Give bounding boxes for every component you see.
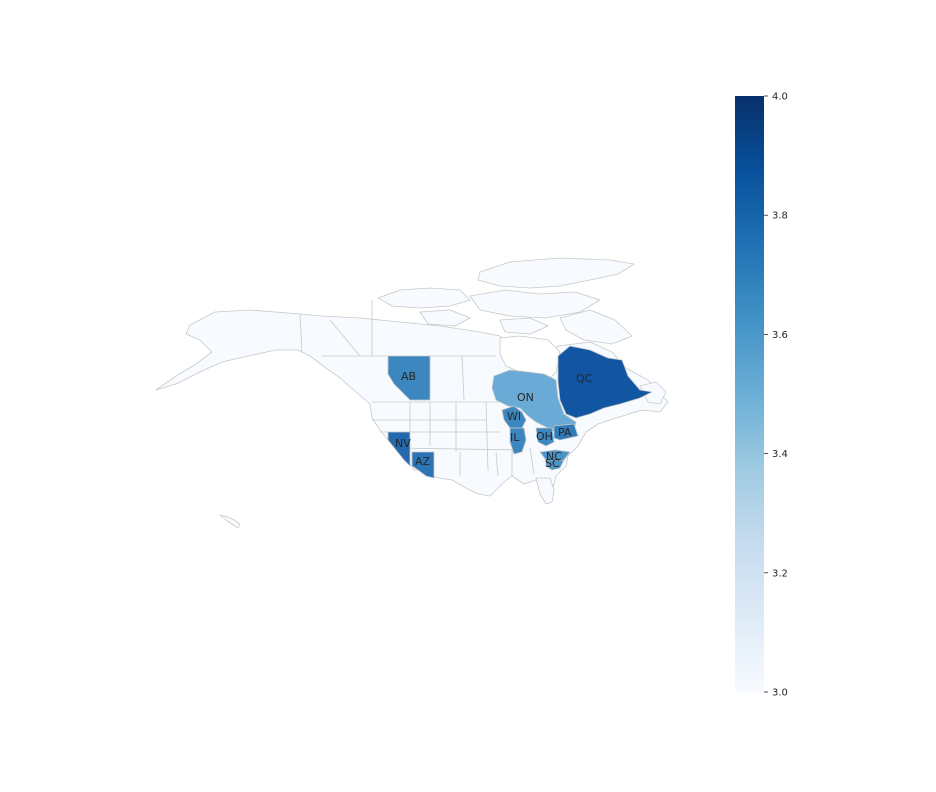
arctic-island [419,309,471,327]
colorbar: 3.0 3.2 3.4 3.6 3.8 4.0 [735,92,788,699]
region-NC[interactable] [539,449,571,461]
region-NV[interactable] [387,431,411,467]
arctic-island [469,289,601,319]
arctic-island [477,257,635,289]
colorbar-tick-label: 3.8 [772,211,788,222]
colorbar-ticks: 3.0 3.2 3.4 3.6 3.8 4.0 [764,92,788,699]
region-label-IL: IL [510,431,520,444]
region-labels: QC ON AB NV AZ WI IL OH PA NC SC [395,370,593,470]
colorbar-tick-label: 4.0 [772,92,788,103]
florida [535,477,555,505]
base-land [155,257,669,529]
colorbar-gradient [735,96,764,692]
region-label-NV: NV [395,437,411,450]
region-IL[interactable] [509,427,527,455]
colorbar-tick-label: 3.4 [772,449,788,460]
region-PA[interactable] [553,423,579,441]
newfoundland [639,381,667,405]
region-label-SC: SC [545,457,560,470]
colorbar-tick-label: 3.0 [772,688,788,699]
region-label-OH: OH [536,430,553,443]
region-SC[interactable] [545,459,565,471]
region-label-ON: ON [517,391,534,404]
region-WI[interactable] [501,405,527,429]
region-label-NC: NC [546,450,562,463]
region-label-WI: WI [507,410,521,423]
hawaii [219,514,241,529]
arctic-island [499,317,549,335]
highlighted-regions [387,345,653,479]
colorbar-tick-label: 3.6 [772,330,788,341]
colorbar-tick-label: 3.2 [772,568,788,579]
region-OH[interactable] [535,427,555,447]
region-AB[interactable] [387,355,431,401]
arctic-island [559,309,633,345]
region-QC[interactable] [557,345,653,419]
region-AZ[interactable] [411,451,435,479]
region-label-AB: AB [401,370,416,383]
region-label-QC: QC [576,372,593,385]
arctic-island [377,287,471,309]
region-label-PA: PA [558,426,572,439]
region-label-AZ: AZ [415,455,431,468]
